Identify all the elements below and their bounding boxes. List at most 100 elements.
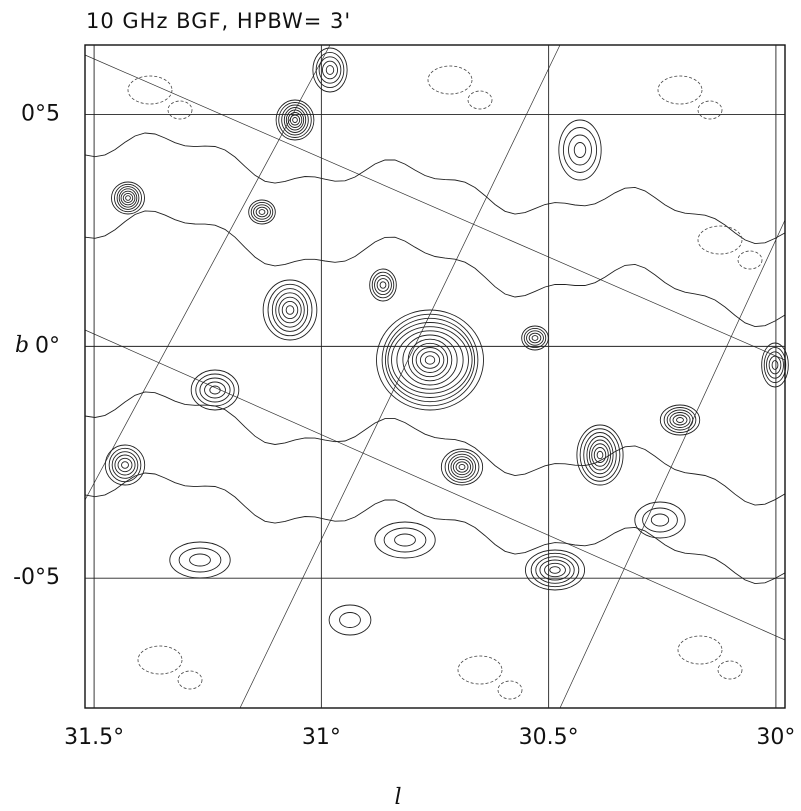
contour <box>248 199 276 225</box>
contour <box>387 322 473 398</box>
contour <box>120 190 136 206</box>
contour <box>287 112 303 128</box>
contour <box>384 317 476 403</box>
contour <box>289 114 301 126</box>
contour <box>281 300 299 320</box>
contour <box>315 51 345 89</box>
negative-contour <box>717 660 743 680</box>
coordinate-line <box>84 329 786 641</box>
negative-contour <box>697 100 723 120</box>
contour <box>114 183 142 213</box>
contour-field <box>84 44 789 709</box>
contour <box>111 451 139 479</box>
negative-contour <box>457 655 503 685</box>
contour <box>573 142 587 158</box>
contour <box>452 458 472 476</box>
y-tick-label: 0° <box>35 333 60 358</box>
contour <box>586 435 614 475</box>
negative-contour <box>697 225 743 255</box>
contour <box>666 409 694 431</box>
x-axis-label: l <box>394 785 401 810</box>
contour <box>591 443 609 467</box>
contour <box>339 612 361 628</box>
contour <box>275 292 305 328</box>
contour <box>199 377 231 403</box>
contour <box>669 412 691 428</box>
contour <box>659 404 701 436</box>
coordinate-line <box>559 219 786 709</box>
contour <box>535 556 575 584</box>
contour <box>325 65 335 75</box>
x-tick-label: 30.5° <box>519 725 579 750</box>
contour <box>523 327 547 349</box>
coordinate-line <box>239 44 561 709</box>
x-tick-label: 31° <box>302 725 341 750</box>
contour <box>209 385 221 395</box>
contour <box>579 428 621 482</box>
contour <box>588 439 612 471</box>
contour <box>104 444 146 486</box>
contour <box>84 391 786 506</box>
contour <box>539 559 571 581</box>
contour <box>275 99 315 141</box>
contour <box>458 463 466 471</box>
contour <box>391 326 469 394</box>
contour <box>285 305 295 315</box>
contour <box>383 527 427 553</box>
contour <box>114 454 136 476</box>
contour <box>318 56 342 84</box>
contour <box>424 355 436 365</box>
contour <box>283 107 307 133</box>
contour <box>374 274 392 296</box>
contour <box>374 521 436 559</box>
contour <box>369 268 397 302</box>
contour <box>396 330 464 390</box>
coordinate-line <box>84 44 331 501</box>
contour <box>111 181 145 215</box>
contour <box>376 309 484 411</box>
contour <box>178 547 222 573</box>
contour <box>593 447 607 463</box>
contour <box>407 338 453 382</box>
contour <box>642 507 678 533</box>
contour <box>455 461 469 473</box>
contour <box>108 447 142 483</box>
contour <box>583 432 617 478</box>
negative-contour <box>737 250 763 270</box>
contour <box>258 209 266 215</box>
contour <box>328 604 372 636</box>
contour <box>766 351 784 379</box>
contour <box>771 360 779 370</box>
contour <box>549 566 561 574</box>
contour <box>676 417 684 423</box>
contour <box>524 549 586 591</box>
contour <box>278 102 312 138</box>
contour <box>415 347 445 373</box>
contour <box>312 47 348 93</box>
negative-contour <box>497 680 523 700</box>
negative-contour <box>177 670 203 690</box>
negative-contour <box>467 90 493 110</box>
contour <box>84 472 786 585</box>
contour <box>195 373 235 407</box>
contour <box>761 342 789 388</box>
contour <box>531 335 539 341</box>
contour <box>250 201 274 223</box>
y-tick-label: -0°5 <box>13 565 60 590</box>
contour <box>402 334 458 386</box>
contour <box>84 132 786 245</box>
negative-contour <box>167 100 193 120</box>
contour <box>562 127 598 173</box>
plot-frame <box>84 44 786 709</box>
contour <box>419 351 441 369</box>
contour <box>125 195 131 201</box>
contour <box>271 288 309 332</box>
contour <box>190 369 240 411</box>
contour <box>634 501 686 539</box>
contour <box>440 448 484 486</box>
contour <box>568 134 592 166</box>
contour <box>447 453 477 481</box>
contour <box>558 119 602 181</box>
contour <box>116 186 140 210</box>
x-tick-label: 31.5° <box>64 725 124 750</box>
